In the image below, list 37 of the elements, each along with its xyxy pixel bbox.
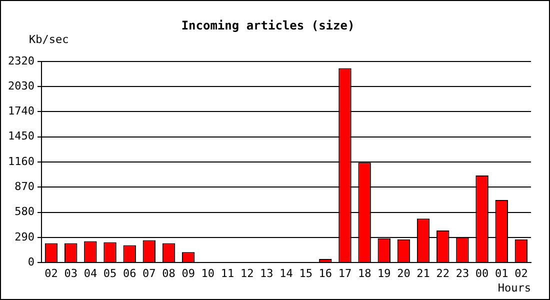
x-tick-label: 05 <box>103 267 117 280</box>
x-tick-label: 02 <box>44 267 58 280</box>
x-tick-label: 15 <box>299 267 312 280</box>
y-axis-title: Kb/sec <box>29 33 69 46</box>
x-tick-label: 19 <box>378 267 391 280</box>
x-tick-label: 11 <box>220 267 234 280</box>
y-tick-label: 1740 <box>8 104 34 118</box>
x-tick-label: 06 <box>122 267 136 280</box>
y-tick-label: 1160 <box>8 154 34 168</box>
x-tick-label: 03 <box>64 267 78 280</box>
x-tick-label: 14 <box>280 267 294 280</box>
x-tick-label: 22 <box>436 267 450 280</box>
x-tick-label: 00 <box>475 267 489 280</box>
y-tick-label: 870 <box>14 180 34 194</box>
x-tick-label: 13 <box>260 267 274 280</box>
x-tick-label: 01 <box>495 267 508 280</box>
x-tick-label: 20 <box>397 267 410 280</box>
x-tick-label: 10 <box>201 267 215 280</box>
x-tick-label: 04 <box>84 267 98 280</box>
y-tick-label: 2320 <box>8 54 34 68</box>
x-tick-label: 18 <box>358 267 372 280</box>
x-tick-label: 07 <box>142 267 156 280</box>
y-tick-label: 1450 <box>8 130 34 143</box>
x-tick-label: 09 <box>182 267 195 280</box>
x-tick-label: 12 <box>240 267 254 280</box>
x-tick-label: 17 <box>338 267 352 280</box>
x-tick-label: 21 <box>416 267 430 280</box>
y-tick-label: 290 <box>14 230 34 244</box>
x-tick-label: 16 <box>318 267 332 280</box>
chart-title: Incoming articles (size) <box>181 18 355 32</box>
x-tick-label: 23 <box>456 267 470 280</box>
x-axis-title: Hours <box>498 281 531 294</box>
y-tick-label: 2030 <box>8 79 34 92</box>
x-tick-label: 02 <box>514 267 528 280</box>
y-tick-label: 0 <box>28 255 34 268</box>
y-tick-label: 580 <box>14 205 34 218</box>
x-tick-label: 08 <box>162 267 176 280</box>
